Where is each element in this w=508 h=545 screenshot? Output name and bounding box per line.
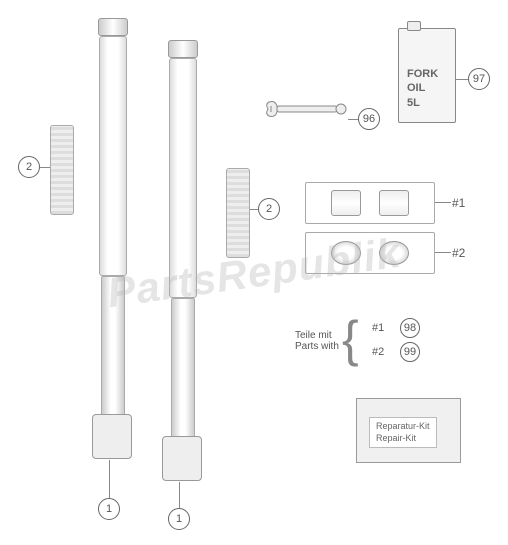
callout-hash1: #1 <box>452 196 465 210</box>
seal-box-2 <box>305 232 435 274</box>
fork-lower-left <box>101 276 125 416</box>
repair-kit-box: Reparatur-Kit Repair-Kit <box>356 398 461 463</box>
callout-1b: 1 <box>168 508 190 530</box>
callout-2a: 2 <box>18 156 40 178</box>
leader-line <box>348 119 358 120</box>
callout-1a: 1 <box>98 498 120 520</box>
ring-item <box>379 241 409 265</box>
leader-line <box>179 482 180 508</box>
callout-hash2: #2 <box>452 246 465 260</box>
leader-line <box>109 460 110 498</box>
fork-foot-left <box>92 414 132 459</box>
oil-can-label: FORK OIL 5L <box>407 67 438 110</box>
fork-lower-right <box>171 298 195 438</box>
brace-icon: { <box>342 310 359 368</box>
oil-can-cap <box>407 21 421 31</box>
leader-line <box>435 202 451 203</box>
fork-cap-right <box>168 40 198 58</box>
seal-item <box>379 190 409 216</box>
callout-99: 99 <box>400 342 420 362</box>
callout-98: 98 <box>400 318 420 338</box>
fork-foot-right <box>162 436 202 481</box>
callout-96: 96 <box>358 108 380 130</box>
leader-line <box>250 209 258 210</box>
fork-upper-left <box>99 36 127 276</box>
callout-hash1b: #1 <box>372 322 384 334</box>
leader-line <box>435 252 451 253</box>
repair-kit-label: Reparatur-Kit Repair-Kit <box>369 417 437 448</box>
leader-line <box>40 167 50 168</box>
wrench <box>263 98 348 125</box>
seal-item <box>331 190 361 216</box>
ring-item <box>331 241 361 265</box>
callout-2b: 2 <box>258 198 280 220</box>
oil-can: FORK OIL 5L <box>398 28 456 123</box>
leader-line <box>456 79 468 80</box>
fork-cap-left <box>98 18 128 36</box>
seal-box-1 <box>305 182 435 224</box>
sleeve-left <box>50 125 74 215</box>
fork-upper-right <box>169 58 197 298</box>
teile-mit-label: Teile mit Parts with <box>295 330 339 352</box>
sleeve-right <box>226 168 250 258</box>
callout-97: 97 <box>468 68 490 90</box>
callout-hash2b: #2 <box>372 346 384 358</box>
